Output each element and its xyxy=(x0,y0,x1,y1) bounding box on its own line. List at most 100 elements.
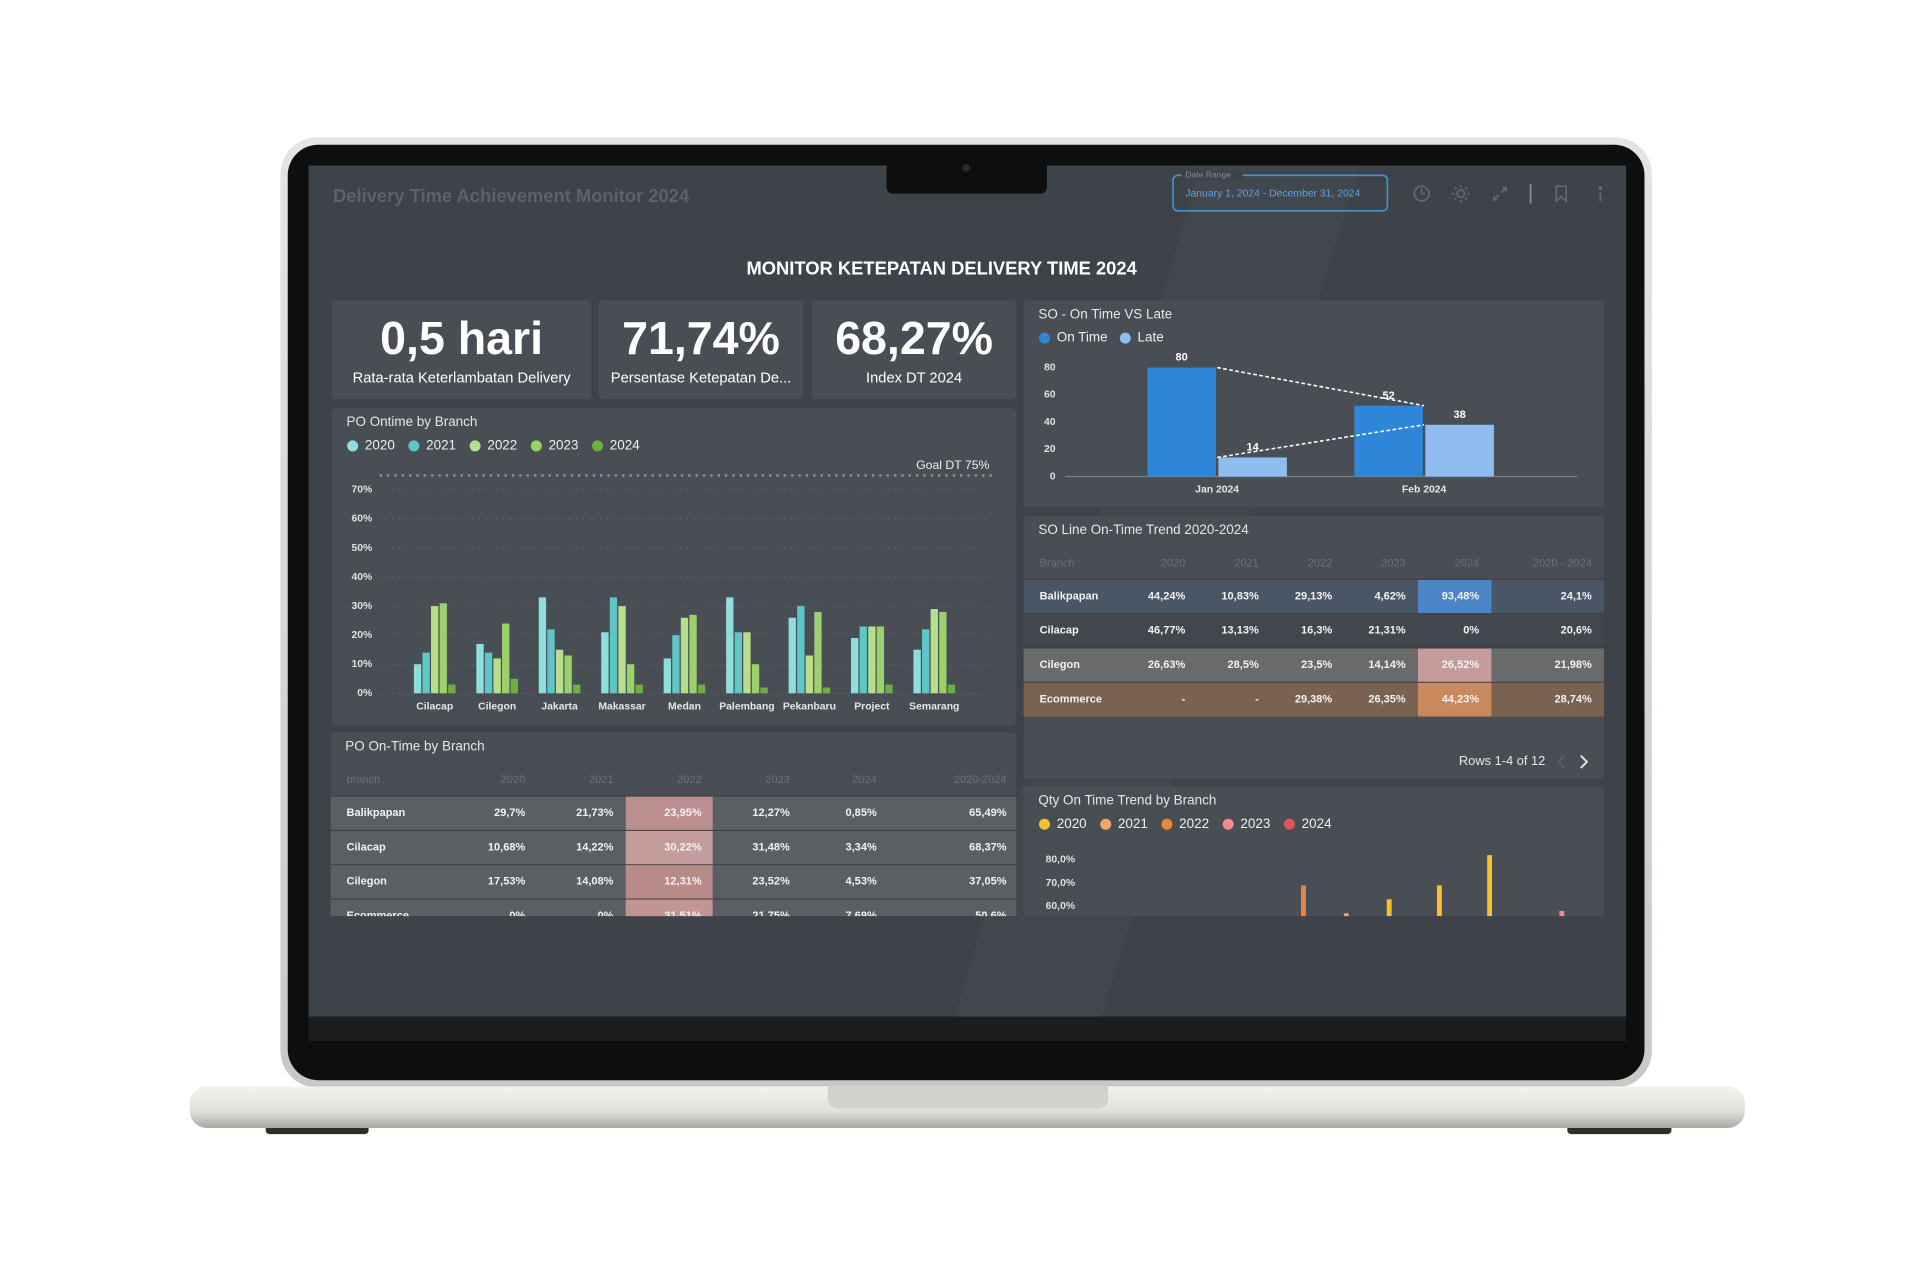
bar[interactable] xyxy=(555,649,564,694)
column-header[interactable]: 2020-2024 xyxy=(954,774,1007,786)
bar[interactable] xyxy=(922,629,930,694)
table-title: SO Line On-Time Trend 2020-2024 xyxy=(1038,522,1249,537)
bar[interactable] xyxy=(814,611,822,694)
column-header[interactable]: branch xyxy=(347,774,381,786)
trend-line xyxy=(1216,366,1425,407)
bar[interactable] xyxy=(1218,457,1287,477)
highlight-cell xyxy=(1417,647,1492,683)
legend-label[interactable]: 2023 xyxy=(549,437,579,452)
bar[interactable] xyxy=(431,606,439,694)
bar[interactable] xyxy=(805,655,814,694)
bar[interactable] xyxy=(618,606,626,694)
bar[interactable] xyxy=(1147,367,1216,477)
column-header[interactable]: 2020 xyxy=(1161,557,1186,569)
bar[interactable] xyxy=(663,658,672,694)
x-tick-label: Project xyxy=(854,701,890,712)
column-header[interactable]: 2024 xyxy=(1455,557,1480,569)
bar[interactable] xyxy=(760,687,768,694)
legend-label[interactable]: 2024 xyxy=(610,437,640,452)
bar[interactable] xyxy=(859,626,867,694)
theme-icon[interactable] xyxy=(1452,185,1470,203)
legend-swatch xyxy=(1283,818,1295,830)
bar[interactable] xyxy=(947,684,956,694)
legend-label[interactable]: 2021 xyxy=(1118,816,1148,831)
legend-label[interactable]: 2022 xyxy=(487,437,517,452)
bar[interactable] xyxy=(868,626,876,694)
bar[interactable] xyxy=(1436,885,1442,1046)
table-cell: 29,38% xyxy=(1295,693,1333,705)
bar[interactable] xyxy=(1425,424,1494,477)
legend-label[interactable]: 2024 xyxy=(1302,816,1332,831)
bar[interactable] xyxy=(734,632,743,694)
bar[interactable] xyxy=(1559,910,1565,1046)
date-range-box[interactable] xyxy=(1172,174,1389,212)
bar[interactable] xyxy=(476,643,484,694)
fullscreen-icon[interactable] xyxy=(1493,186,1507,201)
bar[interactable] xyxy=(635,684,643,694)
bar[interactable] xyxy=(1343,913,1349,1046)
bar[interactable] xyxy=(1386,899,1392,1046)
bar[interactable] xyxy=(930,609,938,694)
column-header[interactable]: Branch xyxy=(1040,557,1075,569)
legend-swatch xyxy=(1222,818,1234,830)
column-header[interactable]: 2023 xyxy=(1381,557,1406,569)
bar[interactable] xyxy=(689,614,697,694)
bar[interactable] xyxy=(626,664,635,694)
column-header[interactable]: 2022 xyxy=(677,774,702,786)
bar[interactable] xyxy=(939,611,947,694)
prev-page[interactable] xyxy=(1557,755,1565,769)
column-header[interactable]: 2021 xyxy=(589,774,614,786)
bookmark-icon[interactable] xyxy=(1555,185,1567,203)
bar[interactable] xyxy=(439,603,447,694)
bar[interactable] xyxy=(797,606,805,694)
date-range[interactable]: January 1, 2024 - December 31, 2024 xyxy=(1185,188,1360,199)
bar[interactable] xyxy=(601,632,609,694)
bar[interactable] xyxy=(510,678,518,694)
legend-label[interactable]: Late xyxy=(1138,330,1164,345)
bar[interactable] xyxy=(502,623,510,694)
bar[interactable] xyxy=(788,617,796,694)
highlight-cell xyxy=(625,864,713,899)
bar[interactable] xyxy=(913,649,921,694)
bar[interactable] xyxy=(564,655,572,694)
legend-label[interactable]: 2023 xyxy=(1240,816,1270,831)
column-header[interactable]: 2023 xyxy=(765,774,790,786)
bar[interactable] xyxy=(885,684,893,694)
bar[interactable] xyxy=(538,597,547,694)
legend-label[interactable]: 2020 xyxy=(365,437,395,452)
bar[interactable] xyxy=(413,664,422,694)
column-header[interactable]: 2024 xyxy=(852,774,877,786)
bar[interactable] xyxy=(751,664,760,694)
column-header[interactable]: 2022 xyxy=(1308,557,1333,569)
bar[interactable] xyxy=(484,652,493,694)
legend-label[interactable]: 2022 xyxy=(1179,816,1209,831)
bar[interactable] xyxy=(697,684,706,694)
trend-line xyxy=(1217,423,1425,459)
bar[interactable] xyxy=(680,617,689,694)
bar[interactable] xyxy=(876,626,885,694)
bar[interactable] xyxy=(726,597,734,694)
bar[interactable] xyxy=(672,635,680,694)
bar[interactable] xyxy=(609,597,618,694)
table-cell: 12,31% xyxy=(664,876,702,888)
bar[interactable] xyxy=(422,652,430,694)
bar[interactable] xyxy=(822,687,831,694)
legend-label[interactable]: 2020 xyxy=(1057,816,1087,831)
bar[interactable] xyxy=(1354,405,1423,477)
column-header[interactable]: 2020 xyxy=(501,774,526,786)
bar[interactable] xyxy=(1301,885,1306,1046)
bar[interactable] xyxy=(851,638,859,694)
legend-label[interactable]: 2021 xyxy=(426,437,456,452)
bar[interactable] xyxy=(448,684,456,694)
bar[interactable] xyxy=(547,629,555,694)
history-icon[interactable] xyxy=(1413,185,1430,202)
next-page[interactable] xyxy=(1580,755,1589,769)
bar[interactable] xyxy=(1487,855,1493,1046)
bar[interactable] xyxy=(493,658,501,694)
column-header[interactable]: 2021 xyxy=(1234,557,1259,569)
info-icon[interactable] xyxy=(1598,186,1603,202)
bar[interactable] xyxy=(743,632,751,694)
column-header[interactable]: 2020 - 2024 xyxy=(1533,557,1592,569)
legend-label[interactable]: On Time xyxy=(1057,330,1108,345)
bar[interactable] xyxy=(573,684,581,694)
